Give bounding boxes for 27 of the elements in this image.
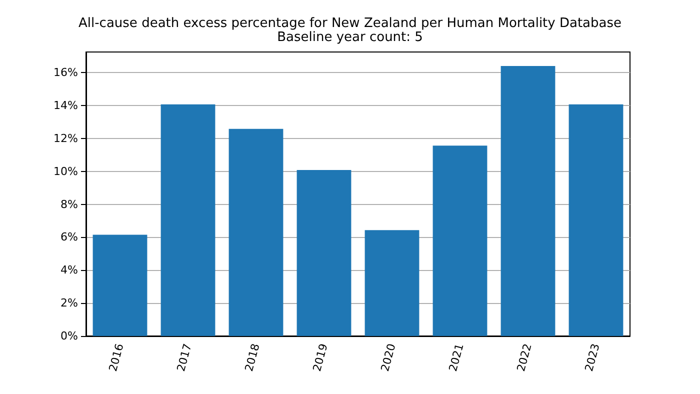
y-tick-label: 0% [60, 330, 78, 342]
y-tick-label: 16% [54, 66, 78, 80]
y-tick-label: 12% [54, 132, 78, 145]
bar [160, 104, 216, 336]
bar [364, 230, 420, 336]
y-tick-label: 14% [54, 99, 78, 112]
x-tick-label: 2017 [174, 342, 194, 373]
chart-subtitle: Baseline year count: 5 [277, 30, 423, 45]
x-tick-label: 2023 [582, 342, 602, 373]
x-tick-label: 2018 [242, 342, 262, 373]
bar [296, 170, 352, 336]
x-tick-label: 2021 [446, 342, 466, 373]
y-tick-label: 4% [60, 264, 78, 277]
y-tick-label: 10% [54, 164, 78, 178]
y-tick-label: 8% [60, 198, 78, 211]
chart-title: All-cause death excess percentage for New Zealand per Human Mortality Database [78, 16, 622, 31]
bar [92, 234, 148, 336]
y-tick-label: 2% [60, 296, 78, 310]
bar [568, 104, 624, 336]
y-tick-label: 6% [60, 230, 78, 244]
x-tick-label: 2020 [378, 342, 398, 373]
bar [228, 128, 284, 336]
x-tick-label: 2016 [106, 342, 126, 373]
bar [432, 146, 488, 336]
x-tick-label: 2022 [514, 342, 534, 373]
x-tick-label: 2019 [310, 342, 330, 373]
bar [500, 66, 556, 336]
